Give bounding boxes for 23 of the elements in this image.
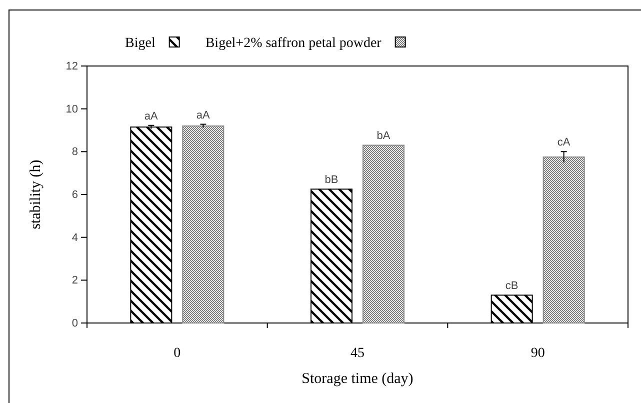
bar <box>182 125 224 324</box>
x-tick-label: 0 <box>174 346 181 361</box>
x-axis-title: Storage time (day) <box>302 371 414 387</box>
legend-label: Bigel+2% saffron petal powder <box>205 36 382 51</box>
bar <box>542 156 585 324</box>
data-label: cB <box>505 280 518 292</box>
y-tick-label: 2 <box>72 274 78 287</box>
y-axis-title: stability (h) <box>28 160 44 230</box>
data-label: aA <box>196 109 211 122</box>
y-tick-label: 8 <box>72 146 78 158</box>
data-label: cA <box>557 136 571 149</box>
data-label: aA <box>144 110 159 122</box>
y-tick-label: 6 <box>72 189 78 202</box>
legend-label: Bigel <box>125 36 156 51</box>
data-label: bB <box>324 174 338 186</box>
y-tick-label: 12 <box>66 60 78 73</box>
y-tick-label: 10 <box>66 103 78 116</box>
y-tick-label: 0 <box>72 318 78 330</box>
bar <box>362 144 404 324</box>
data-label: bA <box>376 130 391 142</box>
y-tick-label: 4 <box>72 232 78 244</box>
x-tick-label: 45 <box>350 346 364 361</box>
x-tick-label: 90 <box>530 346 545 361</box>
